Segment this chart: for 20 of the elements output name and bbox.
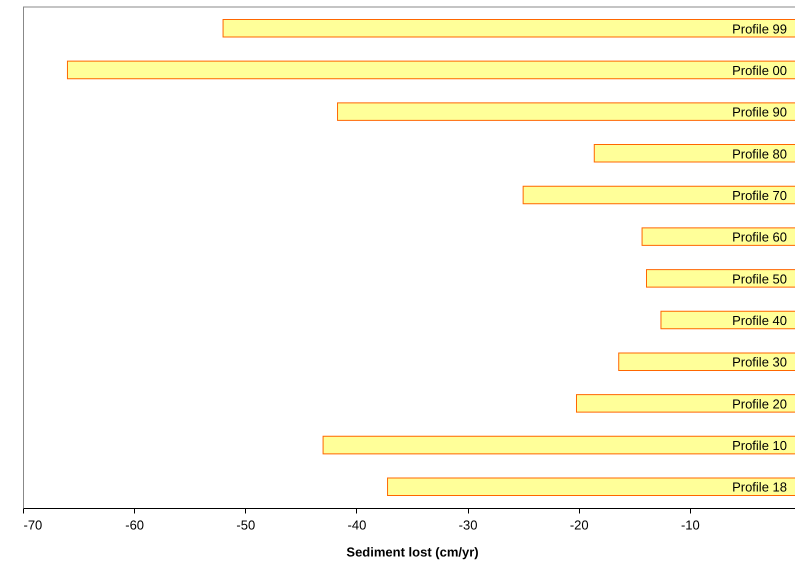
y-tick-label: Profile 60 <box>732 230 787 245</box>
y-tick-label: Profile 99 <box>732 21 787 36</box>
y-tick-label: Profile 50 <box>732 271 787 286</box>
y-tick-label: Profile 40 <box>732 313 787 328</box>
x-tick-label: -60 <box>125 518 144 532</box>
x-tick-label: -40 <box>348 518 366 532</box>
x-tick-label: -20 <box>570 518 589 532</box>
y-tick-label: Profile 00 <box>732 62 787 78</box>
y-tick-label: Profile 30 <box>732 354 787 370</box>
y-tick-label: Profile 10 <box>732 438 787 454</box>
x-tick-label: -50 <box>236 518 256 532</box>
x-tick-label: -30 <box>458 518 478 532</box>
y-tick-label: Profile 20 <box>732 396 787 412</box>
y-tick-label: Profile 70 <box>732 188 787 203</box>
y-tick-label: Profile 18 <box>732 480 787 495</box>
x-tick-label: -70 <box>24 518 42 532</box>
x-tick-label: -10 <box>680 518 700 532</box>
x-axis-title: Sediment lost (cm/yr) <box>346 544 479 560</box>
y-tick-label: Profile 80 <box>732 146 787 162</box>
y-tick-label: Profile 90 <box>732 104 787 120</box>
